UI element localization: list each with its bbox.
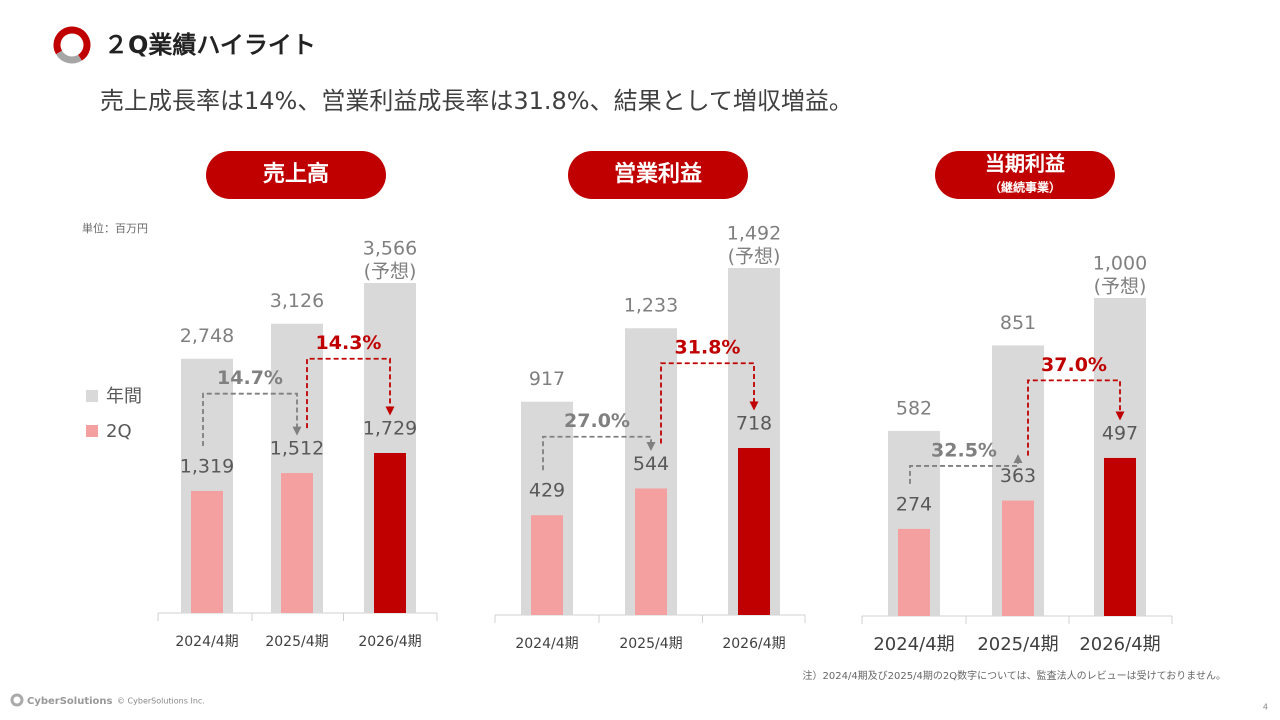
q2-value-label: 544: [633, 453, 669, 475]
legend-swatch: [86, 390, 98, 402]
x-tick-label: 2026/4期: [722, 636, 785, 652]
q2-bar: [191, 490, 223, 613]
growth-arrow: [1027, 379, 1125, 456]
q2-bar: [1002, 500, 1034, 616]
annual-value-label: 851: [1000, 312, 1036, 334]
forecast-label: (予想): [1094, 276, 1147, 298]
growth-arrow: [202, 392, 302, 446]
chart-title-pill: [206, 151, 386, 199]
chart-title-pill: [935, 151, 1115, 199]
forecast-label: (予想): [364, 261, 417, 283]
footer-logo-icon: [10, 693, 24, 707]
growth-label: 14.7%: [217, 367, 283, 389]
growth-arrow: [306, 357, 395, 429]
growth-label: 31.8%: [675, 337, 741, 359]
growth-label: 27.0%: [564, 410, 630, 432]
annual-value-label: 917: [529, 368, 565, 390]
copyright: © CyberSolutions Inc.: [117, 697, 205, 706]
q2-value-label: 1,512: [270, 438, 324, 460]
x-tick-label: 2024/4期: [175, 634, 238, 650]
growth-arrow: [542, 435, 656, 471]
q2-value-label: 497: [1102, 422, 1138, 444]
forecast-label: (予想): [728, 246, 781, 268]
x-tick-label: 2025/4期: [619, 636, 682, 652]
annual-value-label: 2,748: [180, 325, 234, 347]
chart-title: 営業利益: [614, 161, 702, 187]
chart-title-pill: [568, 151, 748, 199]
q2-bar: [281, 473, 313, 613]
legend-swatch: [86, 425, 98, 437]
chart-title: 当期利益: [985, 152, 1065, 176]
unit-label: 単位：百万円: [82, 221, 148, 235]
q2-value-label: 718: [736, 413, 772, 435]
q2-bar: [374, 452, 406, 613]
q2-bar: [898, 528, 930, 616]
annual-value-label: 1,492: [727, 223, 781, 245]
q2-bar: [531, 515, 563, 615]
annual-value-label: 3,566: [363, 238, 417, 260]
q2-bar: [635, 488, 667, 615]
x-tick-label: 2026/4期: [1079, 634, 1160, 655]
legend-label: 2Q: [106, 421, 132, 442]
growth-arrow: [660, 362, 759, 444]
q2-value-label: 274: [896, 493, 932, 515]
x-tick-label: 2025/4期: [265, 634, 328, 650]
page-number: 4: [1263, 703, 1268, 712]
x-tick-label: 2024/4期: [873, 634, 954, 655]
x-tick-label: 2024/4期: [515, 636, 578, 652]
slide-subtitle: 売上成長率は14%、営業利益成長率は31.8%、結果として増収増益。: [100, 87, 853, 115]
growth-label: 37.0%: [1041, 354, 1107, 376]
annual-value-label: 1,233: [624, 295, 678, 317]
q2-value-label: 1,319: [180, 455, 234, 477]
x-tick-label: 2025/4期: [977, 634, 1058, 655]
logo-ring-gray: [53, 26, 91, 64]
q2-value-label: 363: [1000, 465, 1036, 487]
slide-title: ２Q業績ハイライト: [104, 31, 316, 59]
q2-value-label: 1,729: [363, 417, 417, 439]
q2-value-label: 429: [529, 480, 565, 502]
annual-value-label: 1,000: [1093, 253, 1147, 275]
q2-bar: [1104, 457, 1136, 616]
q2-bar: [738, 448, 770, 615]
footnote: 注）2024/4期及び2025/4期の2Q数字については、監査法人のレビューは受…: [803, 669, 1227, 682]
footer-logo: CyberSolutions: [27, 696, 113, 707]
annual-value-label: 3,126: [270, 290, 324, 312]
annual-value-label: 582: [896, 397, 932, 419]
legend-label: 年間: [106, 386, 142, 407]
chart-subtitle: （継続事業）: [989, 180, 1061, 195]
growth-label: 14.3%: [316, 332, 382, 354]
growth-arrow: [909, 454, 1023, 484]
chart-title: 売上高: [263, 161, 329, 187]
growth-label: 32.5%: [931, 439, 997, 461]
x-tick-label: 2026/4期: [358, 634, 421, 650]
